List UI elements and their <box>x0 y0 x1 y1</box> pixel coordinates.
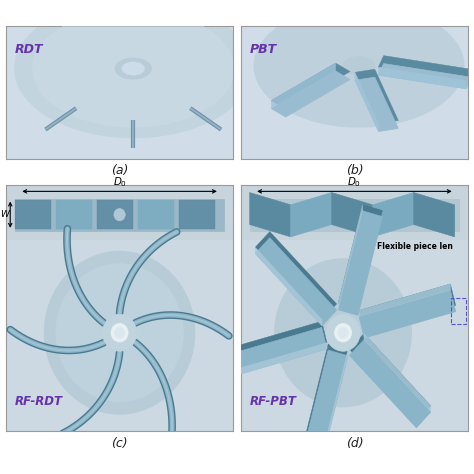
Text: W: W <box>0 210 9 219</box>
Polygon shape <box>271 63 350 109</box>
Text: Flexible piece len: Flexible piece len <box>377 242 453 251</box>
Bar <box>250 199 459 231</box>
Polygon shape <box>359 290 456 338</box>
Polygon shape <box>338 205 363 310</box>
Polygon shape <box>332 192 373 237</box>
Polygon shape <box>236 343 327 375</box>
Circle shape <box>111 323 128 342</box>
Circle shape <box>114 209 125 221</box>
Text: (c): (c) <box>111 437 128 450</box>
Polygon shape <box>230 328 327 375</box>
Polygon shape <box>378 67 466 89</box>
Polygon shape <box>355 73 379 131</box>
Circle shape <box>15 0 252 137</box>
Polygon shape <box>414 192 455 237</box>
Polygon shape <box>378 64 472 89</box>
Polygon shape <box>349 340 431 428</box>
Polygon shape <box>349 334 431 421</box>
Polygon shape <box>255 238 337 326</box>
Circle shape <box>343 56 375 75</box>
Circle shape <box>275 259 411 407</box>
Circle shape <box>114 327 125 338</box>
Polygon shape <box>355 69 398 124</box>
Text: (a): (a) <box>111 164 128 177</box>
Circle shape <box>335 323 352 342</box>
Circle shape <box>254 5 464 127</box>
Text: RF-PBT: RF-PBT <box>250 395 297 408</box>
Circle shape <box>122 62 145 75</box>
Bar <box>15 199 224 231</box>
Polygon shape <box>255 232 337 319</box>
Polygon shape <box>364 334 431 412</box>
Polygon shape <box>271 71 350 117</box>
Bar <box>97 200 133 229</box>
Polygon shape <box>271 63 336 109</box>
Bar <box>240 185 468 239</box>
Circle shape <box>55 264 183 402</box>
Polygon shape <box>373 192 414 237</box>
Text: PBT: PBT <box>250 44 277 56</box>
Polygon shape <box>359 284 456 332</box>
Text: RF-RDT: RF-RDT <box>15 395 63 408</box>
Text: $D_0$: $D_0$ <box>347 175 362 190</box>
Circle shape <box>33 10 234 127</box>
Bar <box>179 200 215 229</box>
Polygon shape <box>378 55 472 81</box>
Text: RDT: RDT <box>15 44 43 56</box>
Bar <box>6 185 233 239</box>
Polygon shape <box>338 205 383 309</box>
Polygon shape <box>250 192 291 237</box>
Text: (d): (d) <box>346 437 363 450</box>
Polygon shape <box>304 344 348 448</box>
Polygon shape <box>255 247 322 326</box>
Polygon shape <box>338 211 383 315</box>
Circle shape <box>338 327 348 338</box>
Circle shape <box>115 58 152 79</box>
Polygon shape <box>323 350 348 455</box>
Polygon shape <box>304 350 348 455</box>
Circle shape <box>326 314 360 351</box>
Text: $D_0$: $D_0$ <box>112 175 127 190</box>
Polygon shape <box>355 77 398 131</box>
Polygon shape <box>359 284 450 317</box>
Bar <box>15 200 51 229</box>
Circle shape <box>45 251 195 414</box>
Bar <box>138 200 174 229</box>
Text: (b): (b) <box>346 164 363 177</box>
Bar <box>56 200 92 229</box>
Circle shape <box>102 314 137 351</box>
Polygon shape <box>230 321 327 369</box>
Polygon shape <box>291 192 332 237</box>
